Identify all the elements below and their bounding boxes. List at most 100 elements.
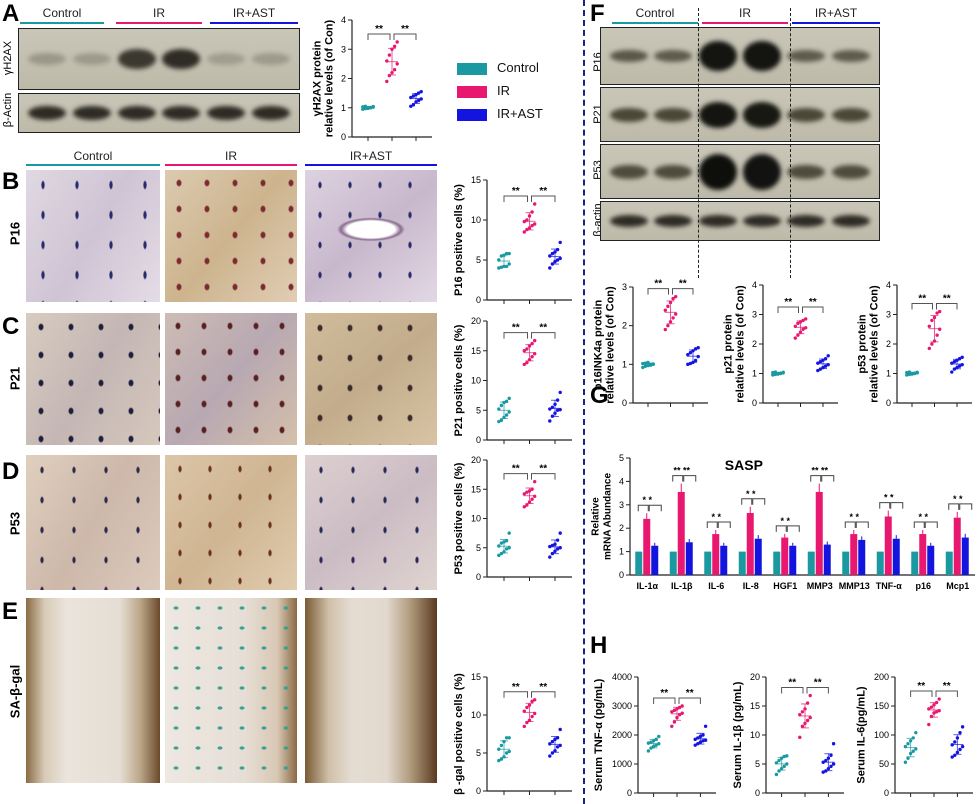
significance-bracket — [531, 195, 556, 202]
data-point — [530, 699, 534, 704]
bar — [953, 517, 961, 575]
significance-bracket — [678, 697, 701, 704]
bar — [746, 512, 754, 575]
data-point — [781, 371, 785, 375]
data-point — [409, 104, 413, 108]
data-point — [525, 503, 529, 507]
data-point — [651, 744, 656, 749]
data-point — [527, 226, 532, 230]
data-point — [907, 370, 912, 374]
x-tick-label: Mcp1 — [946, 581, 969, 591]
y-tick-label: 0 — [627, 788, 632, 798]
data-point — [915, 371, 919, 375]
bar — [911, 551, 919, 575]
data-point — [497, 419, 501, 424]
band — [654, 215, 693, 227]
data-point — [831, 742, 836, 746]
y-axis-label: relative levels (of Con) — [735, 285, 747, 403]
significance-bracket — [531, 691, 556, 698]
data-point — [527, 500, 532, 504]
y-axis-label: Serum TNF-α (pg/mL) — [593, 678, 605, 791]
y-tick-label: 3 — [752, 310, 757, 320]
significance-bracket — [531, 473, 556, 480]
micro-header-ir-ast: IR+AST — [349, 149, 393, 163]
data-point — [530, 355, 534, 359]
data-point — [368, 106, 373, 110]
blot-a-header-control: Control — [42, 6, 82, 20]
y-axis-label: Relative — [591, 497, 602, 536]
y-tick-label: 0 — [476, 786, 481, 796]
data-point — [497, 258, 501, 262]
data-point — [502, 415, 506, 420]
data-point — [533, 202, 537, 206]
significance-label: * * — [780, 516, 790, 526]
data-point — [952, 367, 957, 371]
y-tick-label: 20 — [471, 455, 481, 465]
significance-bracket — [924, 521, 938, 528]
y-tick-label: 4 — [341, 15, 346, 25]
y-tick-label: 10 — [471, 376, 481, 386]
significance-bracket — [911, 303, 933, 310]
data-point — [688, 351, 693, 355]
data-point — [821, 365, 825, 370]
group-line-ir-ast — [305, 164, 437, 166]
band — [831, 215, 870, 227]
y-tick-label: 1 — [622, 359, 627, 369]
x-tick-label: IL-6 — [708, 581, 724, 591]
bar — [773, 551, 781, 575]
data-point — [808, 715, 812, 720]
data-point — [646, 363, 650, 368]
data-point — [548, 419, 552, 423]
band — [654, 107, 693, 122]
significance-label: * * — [918, 512, 928, 522]
y-tick-label: 0 — [341, 132, 346, 142]
data-point — [801, 318, 805, 323]
data-point — [558, 390, 562, 395]
band — [162, 106, 201, 120]
data-point — [778, 371, 783, 375]
lane-divider — [698, 8, 699, 278]
panel-label-b: B — [2, 168, 20, 195]
data-point — [651, 362, 655, 367]
y-tick-label: 20 — [471, 316, 481, 326]
y-axis-label: p53 protein — [857, 314, 869, 374]
band — [610, 50, 649, 62]
data-point — [555, 736, 560, 740]
y-tick-label: 20 — [750, 672, 760, 682]
y-tick-label: 0 — [476, 435, 481, 445]
data-point — [502, 739, 506, 744]
data-point — [773, 372, 778, 377]
legend-label-control: Control — [497, 60, 539, 75]
data-point — [823, 357, 828, 361]
data-point — [555, 745, 560, 749]
data-point — [957, 364, 962, 368]
data-point — [555, 547, 560, 551]
data-point — [504, 251, 509, 256]
x-tick-label: HGF1 — [773, 581, 797, 591]
data-point — [693, 737, 697, 742]
data-point — [663, 308, 667, 312]
data-point — [527, 214, 532, 218]
data-point — [696, 742, 700, 746]
data-point — [507, 736, 511, 740]
data-point — [363, 106, 368, 111]
data-point — [499, 743, 504, 748]
data-point — [497, 553, 501, 558]
data-point — [686, 362, 690, 367]
y-tick-label: 3 — [619, 500, 624, 510]
y-tick-label: 50 — [879, 759, 889, 769]
data-point — [826, 756, 831, 760]
data-point — [502, 755, 506, 759]
significance-label: ** — [784, 297, 792, 308]
significance-bracket — [717, 521, 731, 528]
y-tick-label: 1 — [619, 547, 624, 557]
data-point — [555, 408, 560, 412]
significance-bracket — [752, 498, 766, 505]
significance-bracket — [503, 473, 528, 480]
blot-f-header-ir-ast: IR+AST — [814, 6, 858, 20]
data-point — [555, 398, 560, 402]
significance-label: ** — [943, 294, 951, 305]
data-point — [522, 724, 526, 729]
bar — [643, 518, 651, 575]
y-tick-label: 10 — [750, 730, 760, 740]
